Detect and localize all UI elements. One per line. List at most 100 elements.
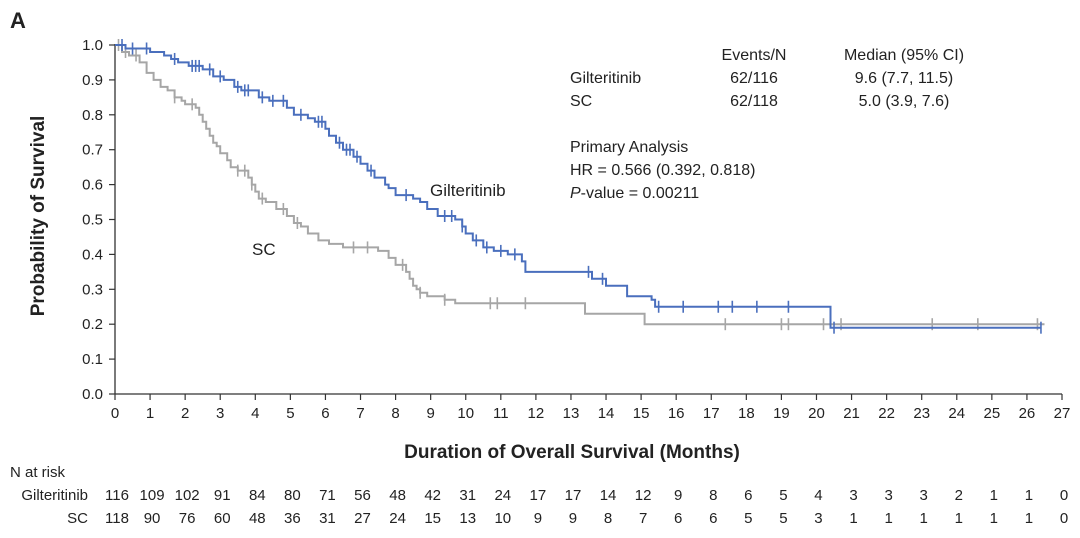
x-tick-label: 11 [493, 405, 509, 422]
risk-value: 1 [990, 487, 998, 504]
risk-value: 1 [1025, 487, 1033, 504]
risk-value: 1 [884, 510, 892, 527]
risk-value: 109 [140, 487, 165, 504]
x-tick-label: 3 [216, 405, 224, 422]
x-tick-label: 12 [528, 405, 545, 422]
risk-value: 17 [530, 487, 547, 504]
risk-value: 9 [569, 510, 577, 527]
risk-value: 24 [389, 510, 406, 527]
risk-value: 17 [565, 487, 582, 504]
y-axis-title: Probability of Survival [28, 116, 49, 317]
risk-value: 27 [354, 510, 371, 527]
risk-value: 12 [635, 487, 652, 504]
x-tick-label: 1 [146, 405, 154, 422]
risk-value: 48 [389, 487, 406, 504]
risk-row-gilteritinib-name: Gilteritinib [21, 487, 88, 504]
sc-series [115, 39, 1045, 331]
risk-value: 7 [639, 510, 647, 527]
y-tick-label: 0.5 [82, 212, 103, 229]
risk-value: 3 [920, 487, 928, 504]
sc-curve-label: SC [252, 240, 276, 259]
x-tick-label: 8 [391, 405, 399, 422]
risk-value: 9 [674, 487, 682, 504]
x-tick-label: 13 [563, 405, 580, 422]
x-tick-label: 23 [913, 405, 930, 422]
x-tick-label: 0 [111, 405, 119, 422]
legend-row-gilteritinib-median: 9.6 (7.7, 11.5) [855, 70, 953, 87]
risk-value: 5 [779, 487, 787, 504]
risk-value: 71 [319, 487, 336, 504]
x-tick-label: 17 [703, 405, 720, 422]
series-layer [115, 39, 1045, 334]
risk-values: 116 109 102 91 84 80 71 56 48 42 31 24 17 17 14 12 9 8 6 5 4… [105, 487, 1068, 527]
risk-value: 60 [214, 510, 231, 527]
x-tick-label: 2 [181, 405, 189, 422]
risk-row-sc-name: SC [67, 510, 88, 527]
risk-value: 2 [955, 487, 963, 504]
risk-table: N at risk Gilteritinib SC 116 109 102 91 84 8… [10, 464, 1068, 527]
risk-value: 1 [955, 510, 963, 527]
legend-row-gilteritinib-name: Gilteritinib [570, 70, 641, 87]
risk-value: 80 [284, 487, 301, 504]
risk-value: 102 [175, 487, 200, 504]
x-tick-label: 22 [878, 405, 895, 422]
legend-row-sc-name: SC [570, 93, 592, 110]
risk-value: 9 [534, 510, 542, 527]
risk-value: 31 [459, 487, 476, 504]
y-tick-label: 0.0 [82, 386, 103, 403]
y-tick-label: 0.6 [82, 177, 103, 194]
risk-value: 90 [144, 510, 161, 527]
p-value-text: P-value = 0.00211 [570, 185, 699, 202]
risk-value: 8 [604, 510, 612, 527]
risk-value: 118 [105, 510, 129, 527]
risk-value: 116 [105, 487, 129, 504]
x-tick-label: 5 [286, 405, 294, 422]
risk-value: 56 [354, 487, 371, 504]
risk-value: 36 [284, 510, 301, 527]
legend-header-median: Median (95% CI) [844, 47, 964, 64]
y-tick-label: 0.3 [82, 281, 103, 298]
y-tick-label: 0.7 [82, 142, 103, 159]
risk-value: 48 [249, 510, 266, 527]
x-tick-label: 15 [633, 405, 650, 422]
x-tick-label: 25 [984, 405, 1001, 422]
x-tick-label: 19 [773, 405, 790, 422]
legend-table: Events/N Median (95% CI) Gilteritinib 62… [570, 47, 964, 202]
y-ticks: 0.0 0.1 0.2 0.3 0.4 0.5 0.6 0.7 0.8 0.9 1.0 [82, 37, 115, 403]
risk-value: 31 [319, 510, 336, 527]
risk-value: 3 [849, 487, 857, 504]
x-tick-label: 14 [598, 405, 615, 422]
risk-value: 6 [744, 487, 752, 504]
risk-value: 1 [920, 510, 928, 527]
legend-row-gilteritinib-events: 62/116 [730, 70, 778, 87]
x-tick-label: 10 [457, 405, 474, 422]
x-ticks: 0 1 2 3 4 5 6 7 8 9 10 11 12 13 14 15 16 17 18 19 20 21 22 23 24… [111, 394, 1070, 422]
risk-value: 24 [494, 487, 511, 504]
gilteritinib-survival-curve [115, 44, 1041, 329]
p-value-symbol: P [570, 185, 581, 202]
x-tick-label: 4 [251, 405, 259, 422]
risk-value: 10 [494, 510, 511, 527]
risk-value: 6 [709, 510, 717, 527]
x-tick-label: 6 [321, 405, 329, 422]
y-tick-label: 0.8 [82, 107, 103, 124]
risk-value: 8 [709, 487, 717, 504]
risk-value: 15 [424, 510, 441, 527]
risk-value: 42 [424, 487, 441, 504]
y-tick-label: 0.2 [82, 316, 103, 333]
risk-value: 5 [744, 510, 752, 527]
hazard-ratio-text: HR = 0.566 (0.392, 0.818) [570, 162, 755, 179]
risk-value: 3 [884, 487, 892, 504]
x-tick-label: 9 [426, 405, 434, 422]
risk-value: 1 [990, 510, 998, 527]
risk-value: 1 [849, 510, 857, 527]
y-tick-label: 0.9 [82, 72, 103, 89]
x-axis: 0 1 2 3 4 5 6 7 8 9 10 11 12 13 14 15 16 17 18 19 20 21 22 23 24… [111, 393, 1070, 463]
risk-value: 0 [1060, 487, 1068, 504]
risk-value: 13 [459, 510, 476, 527]
x-tick-label: 26 [1019, 405, 1036, 422]
gilteritinib-series [115, 39, 1042, 334]
gilteritinib-curve-label: Gilteritinib [430, 181, 506, 200]
legend-header-events: Events/N [722, 47, 787, 64]
